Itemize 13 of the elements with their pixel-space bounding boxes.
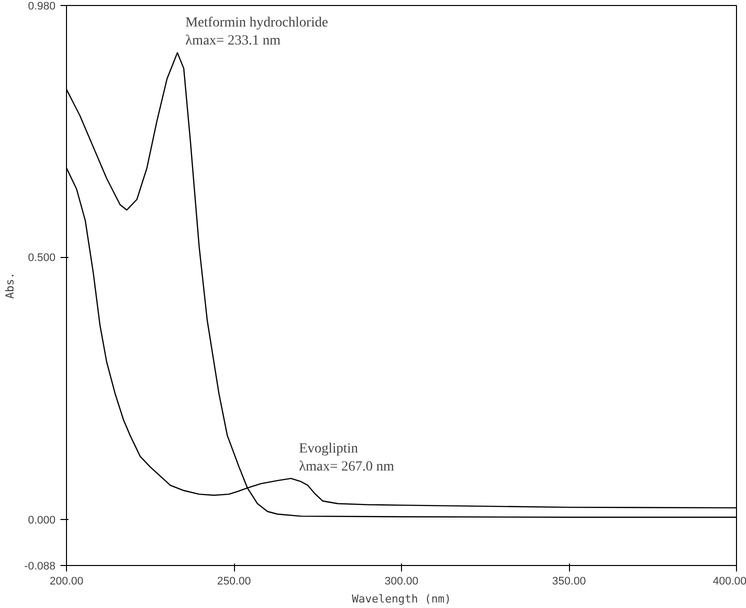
annotation: Evogliptin λmax= 267.0 nm [298,441,394,474]
y-tick-label: 0.980 [28,0,56,12]
x-tick-label: 350.00 [552,576,586,588]
x-tick-label: 250.00 [217,576,251,588]
x-tick-label: 300.00 [384,576,418,588]
annotation: Metformin hydrochloride λmax= 233.1 nm [185,16,328,49]
x-tick-label: 200.00 [50,576,84,588]
x-axis-title: Wavelength (nm) [352,592,452,606]
y-tick-label: 0.000 [28,514,56,526]
y-tick-label: -0.088 [24,560,56,572]
x-tick-label: 400.00 [712,576,746,588]
y-axis-title: Abs. [3,272,16,299]
y-tick-label: 0.500 [28,252,56,264]
